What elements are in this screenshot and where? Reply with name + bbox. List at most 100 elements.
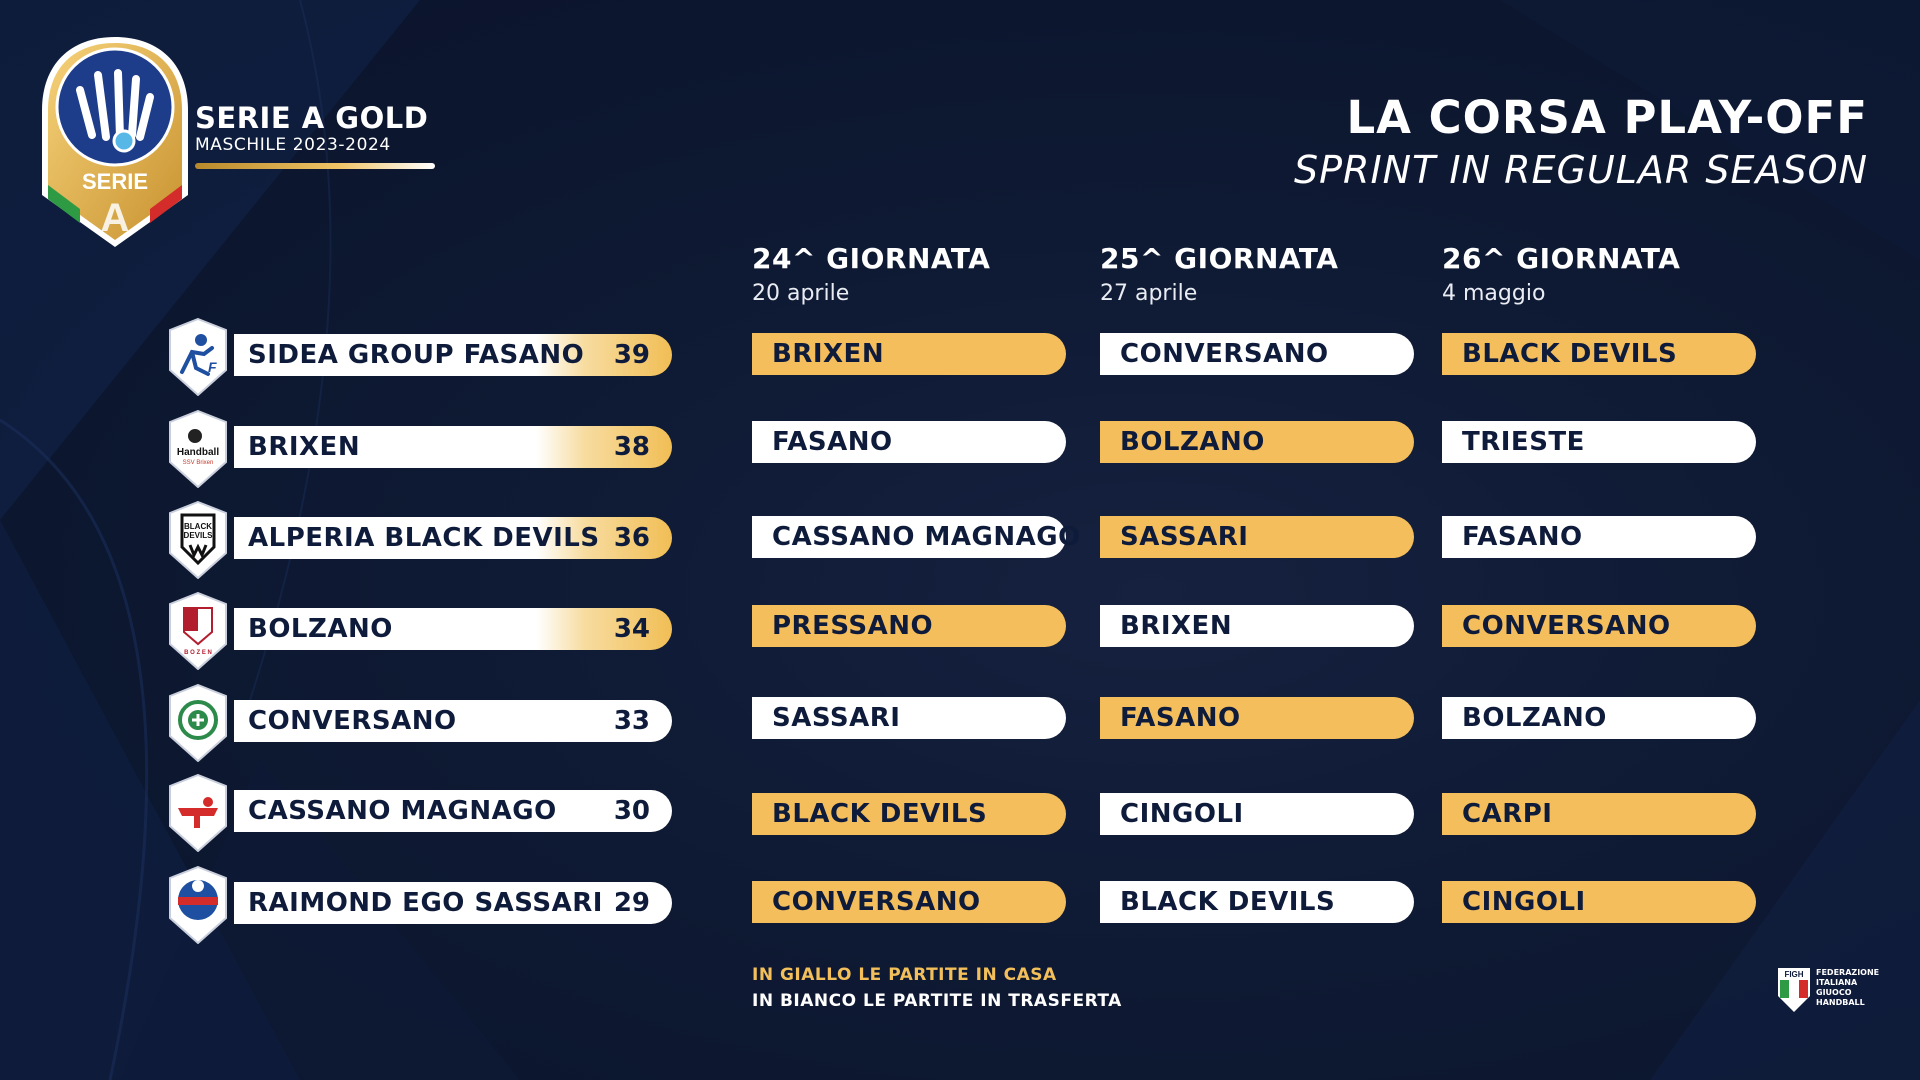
svg-text:SSV Brixen: SSV Brixen [183, 460, 214, 466]
standings-bar: BOLZANO 34 [234, 608, 672, 650]
fixture-opponent: CARPI [1462, 799, 1553, 829]
standings-bar: CONVERSANO 33 [234, 700, 672, 742]
legend: IN GIALLO LE PARTITE IN CASA IN BIANCO L… [752, 962, 1122, 1014]
badge-word: SERIE [82, 169, 148, 194]
standings-row: CASSANO MAGNAGO 30 [168, 774, 708, 852]
team-name: SIDEA GROUP FASANO [248, 340, 585, 370]
fixture-opponent: TRIESTE [1462, 427, 1585, 457]
legend-home: IN GIALLO LE PARTITE IN CASA [752, 965, 1057, 985]
standings-row: B O Z E N BOLZANO 34 [168, 592, 708, 670]
standings-bar: BRIXEN 38 [234, 426, 672, 468]
team-name: BOLZANO [248, 614, 393, 644]
fixture-pill: BRIXEN [1100, 605, 1414, 647]
fixture-opponent: CONVERSANO [772, 887, 981, 917]
team-name: BRIXEN [248, 432, 361, 462]
serie-a-gold-logo: SERIE A [42, 37, 188, 247]
fixture-opponent: CASSANO MAGNAGO [772, 522, 1081, 552]
team-name: CASSANO MAGNAGO [248, 796, 557, 826]
fixture-opponent: BOLZANO [1120, 427, 1265, 457]
headline-title: LA CORSA PLAY-OFF [1346, 91, 1868, 144]
fixture-pill: BOLZANO [1442, 697, 1756, 739]
fixture-pill: FASANO [1100, 697, 1414, 739]
standings-row: Handball SSV Brixen BRIXEN 38 [168, 410, 708, 488]
fixture-pill: CINGOLI [1100, 793, 1414, 835]
standings-bar: CASSANO MAGNAGO 30 [234, 790, 672, 832]
sassari-logo-icon [169, 866, 227, 944]
figh-acronym: FIGH [1784, 970, 1803, 979]
fixture-pill: FASANO [1442, 516, 1756, 558]
fixture-opponent: CINGOLI [1462, 887, 1586, 917]
legend-away: IN BIANCO LE PARTITE IN TRASFERTA [752, 991, 1122, 1011]
fixture-pill: SASSARI [1100, 516, 1414, 558]
standings-bar: SIDEA GROUP FASANO 39 [234, 334, 672, 376]
fixture-pill: CARPI [1442, 793, 1756, 835]
svg-text:BLACK: BLACK [184, 522, 212, 531]
svg-text:F: F [208, 359, 217, 375]
fixture-opponent: FASANO [1120, 703, 1241, 733]
figh-shield-icon: FIGH [1778, 968, 1810, 1012]
standings-row: F SIDEA GROUP FASANO 39 [168, 318, 708, 396]
fixture-pill: CONVERSANO [1100, 333, 1414, 375]
fixture-opponent: BLACK DEVILS [1462, 339, 1678, 369]
fixture-pill: PRESSANO [752, 605, 1066, 647]
fixture-opponent: BLACK DEVILS [1120, 887, 1336, 917]
team-name: ALPERIA BLACK DEVILS [248, 523, 600, 553]
svg-text:DEVILS: DEVILS [184, 531, 214, 540]
round-title: 26^ GIORNATA [1442, 242, 1681, 275]
svg-text:B O Z E N: B O Z E N [184, 650, 212, 656]
figh-line: GIUOCO [1816, 988, 1852, 997]
fixture-pill: BOLZANO [1100, 421, 1414, 463]
fixture-opponent: BOLZANO [1462, 703, 1607, 733]
svg-text:Handball: Handball [177, 447, 219, 458]
fixture-pill: FASANO [752, 421, 1066, 463]
fixture-opponent: SASSARI [1120, 522, 1249, 552]
team-points: 30 [613, 796, 650, 826]
league-title: SERIE A GOLD [195, 101, 429, 135]
round-date: 20 aprile [752, 281, 850, 306]
fixture-pill: SASSARI [752, 697, 1066, 739]
fixture-pill: BLACK DEVILS [1442, 333, 1756, 375]
team-points: 38 [613, 432, 650, 462]
figh-line: HANDBALL [1816, 998, 1865, 1007]
standings-bar: ALPERIA BLACK DEVILS 36 [234, 517, 672, 559]
figh-line: ITALIANA [1816, 978, 1858, 987]
fixture-pill: CONVERSANO [752, 881, 1066, 923]
badge-letter: A [101, 196, 130, 240]
fixture-opponent: FASANO [1462, 522, 1583, 552]
round-date: 4 maggio [1442, 281, 1546, 306]
round-header-26: 26^ GIORNATA 4 maggio [1442, 242, 1680, 306]
headline-subtitle: SPRINT IN REGULAR SEASON [1294, 148, 1868, 192]
team-name: CONVERSANO [248, 706, 457, 736]
black-devils-logo-icon: BLACK DEVILS [169, 501, 227, 579]
fixture-opponent: BRIXEN [772, 339, 885, 369]
standings-bar: RAIMOND EGO SASSARI 29 [234, 882, 672, 924]
headline: LA CORSA PLAY-OFF SPRINT IN REGULAR SEAS… [1294, 92, 1868, 194]
figh-logo: FIGH FEDERAZIONE ITALIANA GIUOCO HANDBAL… [1776, 966, 1879, 1014]
fixture-opponent: FASANO [772, 427, 893, 457]
fixture-opponent: BRIXEN [1120, 611, 1233, 641]
fixture-opponent: CONVERSANO [1462, 611, 1671, 641]
team-points: 39 [613, 340, 650, 370]
fixture-opponent: BLACK DEVILS [772, 799, 988, 829]
brand-underline [195, 163, 435, 169]
team-points: 33 [613, 706, 650, 736]
standings-row: RAIMOND EGO SASSARI 29 [168, 866, 708, 944]
team-name: RAIMOND EGO SASSARI [248, 888, 603, 918]
round-header-25: 25^ GIORNATA 27 aprile [1100, 242, 1338, 306]
fixture-pill: CASSANO MAGNAGO [752, 516, 1080, 558]
standings-row: CONVERSANO 33 [168, 684, 708, 762]
team-points: 34 [613, 614, 650, 644]
fixture-pill: BLACK DEVILS [1100, 881, 1414, 923]
round-header-24: 24^ GIORNATA 20 aprile [752, 242, 990, 306]
standings-row: BLACK DEVILS ALPERIA BLACK DEVILS 36 [168, 501, 708, 579]
brixen-handball-logo-icon: Handball SSV Brixen [169, 410, 227, 488]
round-title: 25^ GIORNATA [1100, 242, 1339, 275]
round-title: 24^ GIORNATA [752, 242, 991, 275]
fixture-pill: CONVERSANO [1442, 605, 1756, 647]
conversano-logo-icon [169, 684, 227, 762]
fixture-pill: BRIXEN [752, 333, 1066, 375]
fixture-opponent: PRESSANO [772, 611, 934, 641]
team-points: 36 [613, 523, 650, 553]
cassano-magnago-logo-icon [169, 774, 227, 852]
fasano-logo-icon: F [169, 318, 227, 396]
